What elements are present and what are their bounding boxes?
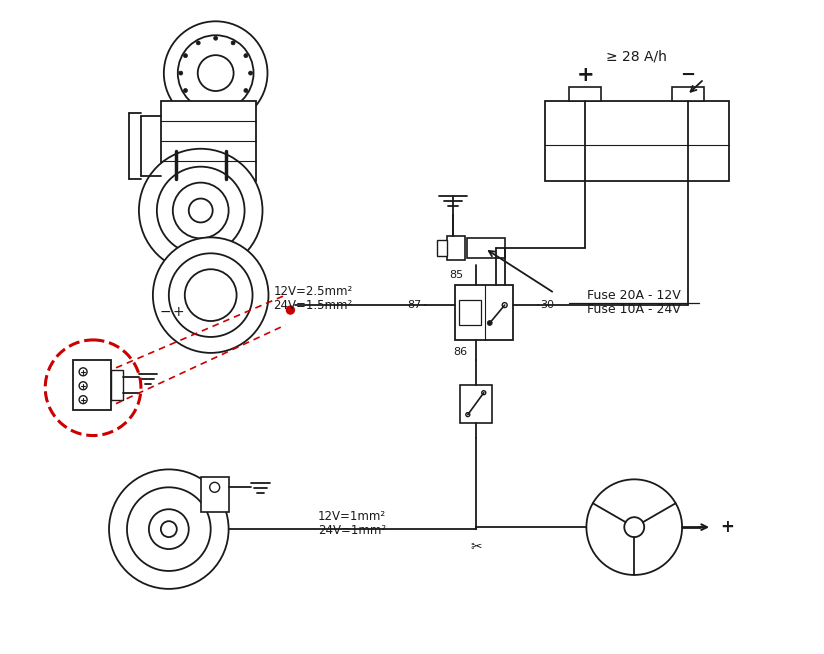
Circle shape (244, 88, 248, 92)
Circle shape (164, 22, 268, 125)
Circle shape (161, 521, 177, 537)
Text: Fuse 10A - 24V: Fuse 10A - 24V (588, 303, 681, 316)
Circle shape (196, 101, 200, 105)
Circle shape (189, 199, 213, 222)
Circle shape (184, 54, 187, 58)
Circle shape (139, 148, 263, 272)
Text: ✂: ✂ (470, 540, 481, 554)
Circle shape (231, 41, 235, 45)
Bar (672, 87, 704, 101)
Circle shape (178, 35, 254, 111)
Bar (73, 360, 111, 409)
Bar (545, 101, 729, 181)
Circle shape (209, 483, 220, 492)
Text: 85: 85 (450, 270, 464, 280)
Text: 12V=2.5mm²: 12V=2.5mm² (274, 284, 353, 298)
Circle shape (109, 470, 228, 589)
Bar (447, 236, 465, 260)
Circle shape (196, 41, 200, 45)
Bar (459, 300, 480, 325)
Text: ≥ 28 A/h: ≥ 28 A/h (606, 49, 667, 63)
Circle shape (79, 382, 87, 390)
Text: 30: 30 (541, 300, 555, 310)
Circle shape (127, 487, 211, 571)
Circle shape (231, 101, 235, 105)
Circle shape (487, 320, 492, 326)
Text: 24V=1.5mm²: 24V=1.5mm² (274, 299, 353, 311)
Bar (569, 87, 602, 101)
Text: 87: 87 (408, 300, 422, 310)
Text: 86: 86 (454, 347, 468, 357)
Text: +: + (720, 518, 734, 536)
Circle shape (213, 106, 218, 110)
Circle shape (179, 71, 183, 75)
Circle shape (149, 509, 189, 549)
Text: +: + (173, 305, 185, 319)
Circle shape (466, 413, 470, 417)
Circle shape (79, 368, 87, 376)
Circle shape (169, 253, 252, 337)
Circle shape (482, 390, 486, 395)
Text: −: − (160, 305, 171, 319)
Bar (161, 101, 255, 181)
Circle shape (625, 517, 644, 537)
Circle shape (244, 54, 248, 58)
Bar (455, 285, 513, 340)
Text: Fuse 20A - 12V: Fuse 20A - 12V (588, 288, 681, 301)
Circle shape (249, 71, 252, 75)
Text: 12V=1mm²: 12V=1mm² (318, 509, 386, 523)
Circle shape (587, 479, 682, 575)
Circle shape (287, 306, 294, 314)
Circle shape (184, 88, 187, 92)
Bar (201, 477, 228, 512)
Bar (111, 370, 123, 400)
Circle shape (185, 269, 236, 321)
Circle shape (153, 237, 269, 353)
Circle shape (173, 182, 228, 238)
Text: +: + (577, 65, 594, 85)
Circle shape (213, 36, 218, 41)
Circle shape (502, 303, 508, 307)
Text: −: − (681, 66, 695, 84)
Circle shape (79, 396, 87, 404)
Bar (437, 241, 447, 256)
Text: 24V=1mm²: 24V=1mm² (318, 524, 386, 537)
Circle shape (157, 167, 245, 254)
Bar (460, 385, 492, 422)
Circle shape (198, 55, 233, 91)
Bar (467, 238, 504, 258)
